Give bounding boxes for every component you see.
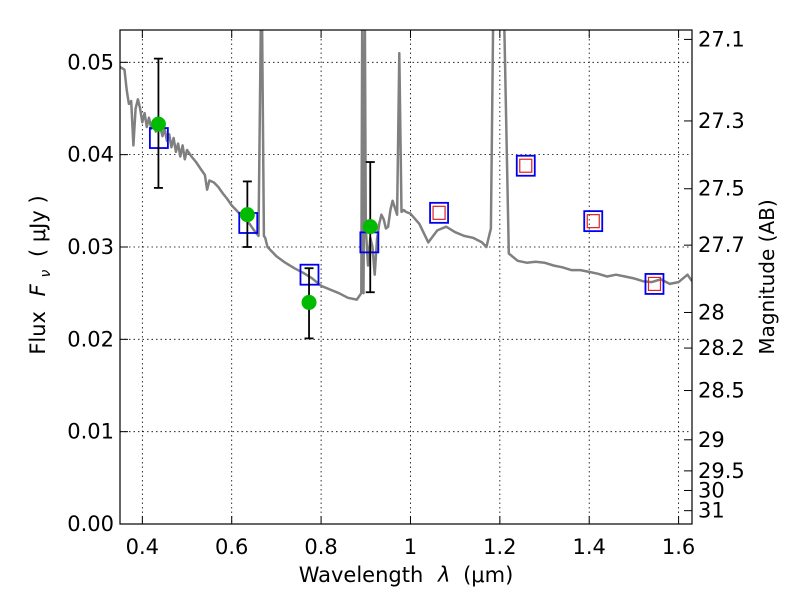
y-tick-label: 0.01 [67, 420, 114, 444]
axes-ticks: 0.4 0.6 0.8 1 1.2 1.4 1.6 0.00 0.01 0.02 0.03 0.04 0… [67, 27, 745, 559]
model-band-inner-square [432, 205, 446, 220]
model-band-square [583, 210, 604, 233]
y-axis-label: Flux F ν ( μJy ) [26, 195, 55, 354]
y-tick-label: 0.05 [67, 50, 114, 74]
x-axis-label-unit: (μm) [463, 563, 513, 587]
model-band-square [429, 201, 449, 224]
plot-frame [119, 29, 693, 525]
observed-flux-point [362, 219, 378, 235]
y2-tick-label: 27.1 [698, 27, 745, 51]
x-tick-label: 1.2 [483, 535, 516, 559]
y2-tick-label: 29.5 [698, 459, 745, 483]
y2-tick-label: 28.5 [698, 379, 745, 403]
y2-tick-label: 27.3 [698, 109, 745, 133]
x-tick-label: 1 [404, 535, 417, 559]
y-tick-label: 0.00 [67, 512, 114, 536]
y2-tick-label: 27.5 [698, 177, 745, 201]
y-tick-label: 0.02 [67, 327, 114, 351]
y2-tick-label: 28.2 [698, 336, 745, 360]
x-tick-label: 0.8 [304, 535, 337, 559]
x-tick-label: 1.6 [662, 535, 695, 559]
x-tick-label: 1.4 [573, 535, 606, 559]
y2-axis-label: Magnitude (AB) [755, 199, 779, 354]
y2-tick-label: 30 [698, 478, 725, 502]
observed-flux-point [301, 294, 317, 310]
plot-clip-group [120, 30, 692, 301]
y-axis-label-symbol: F [26, 283, 50, 296]
y-tick-label: 0.04 [67, 143, 114, 167]
x-tick-label: 0.6 [215, 535, 248, 559]
model-band-square [515, 154, 536, 177]
model-band-square [644, 273, 665, 295]
model-band-inner-square [647, 276, 662, 292]
model-spectrum-line [120, 30, 692, 301]
x-tick-label: 0.4 [126, 535, 159, 559]
model-band-inner-square [586, 214, 600, 229]
y-tick-label: 0.03 [67, 235, 114, 259]
y-axis-label-unit: ( μJy ) [26, 195, 50, 257]
y2-tick-label: 29 [698, 428, 725, 452]
model-band-inner-square [519, 158, 533, 173]
observed-flux-point [150, 116, 166, 132]
y2-tick-label: 31 [698, 499, 725, 523]
y2-tick-label: 28 [698, 300, 725, 324]
observed-flux-point [239, 207, 255, 223]
x-axis-label-text: Wavelength [299, 563, 424, 587]
x-axis-label-symbol: λ [437, 563, 450, 587]
y2-tick-label: 27.7 [698, 233, 745, 257]
x-axis-label: Wavelength λ (μm) [299, 563, 514, 587]
y-axis-label-subscript: ν [38, 270, 54, 278]
plot-area [120, 30, 692, 340]
y-axis-label-text: Flux [26, 311, 50, 355]
